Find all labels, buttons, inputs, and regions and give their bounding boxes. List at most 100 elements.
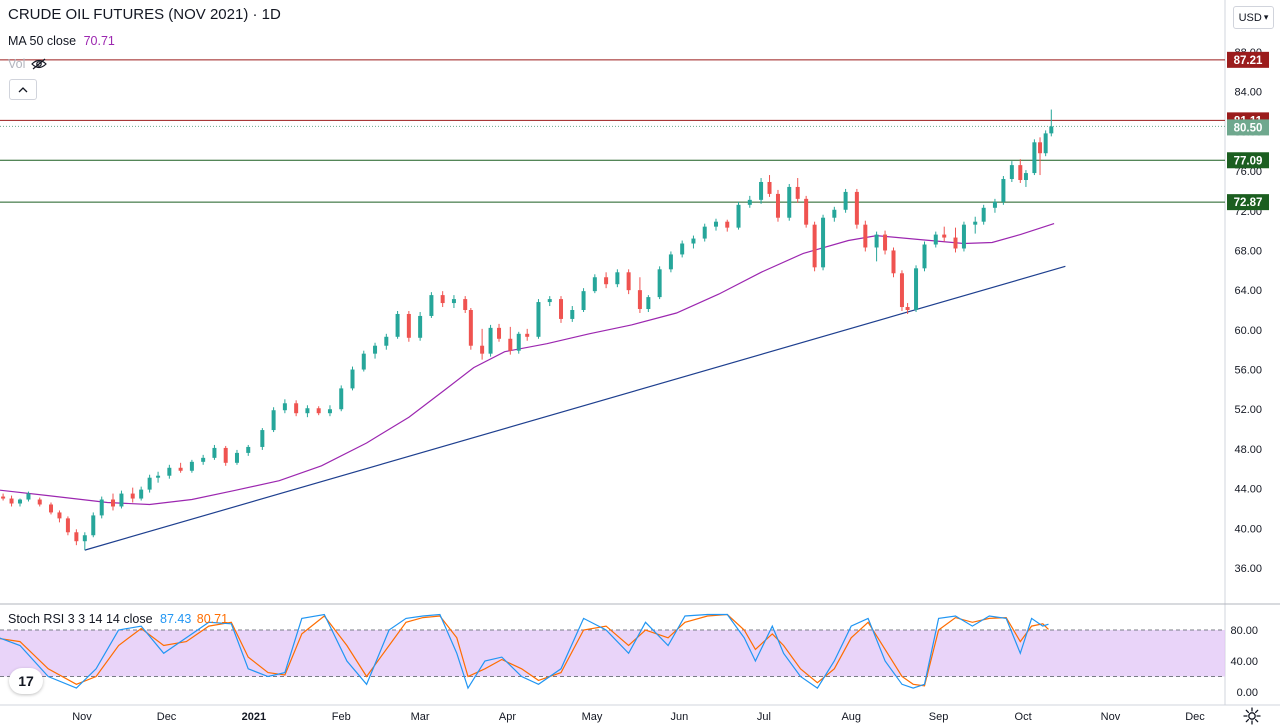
candle <box>65 516 70 536</box>
candle <box>592 274 597 294</box>
candle <box>657 266 662 300</box>
candle-body <box>468 310 473 346</box>
candle-body <box>480 345 485 354</box>
candle <box>759 178 764 204</box>
candle <box>395 310 400 339</box>
settings-gear-button[interactable] <box>1242 706 1262 726</box>
candle <box>99 496 104 519</box>
candle-body <box>953 237 958 249</box>
level-price-tag <box>1227 194 1269 211</box>
candle-body <box>713 221 718 227</box>
candle-body <box>260 430 265 447</box>
candle-body <box>189 461 194 471</box>
candle <box>1001 176 1006 205</box>
tradingview-logo[interactable]: 17 <box>9 668 43 694</box>
ma-legend[interactable]: MA 50 close 70.71 <box>8 34 115 48</box>
candle-body <box>891 250 896 274</box>
time-tick-label: Feb <box>332 711 351 723</box>
candle <box>736 201 741 230</box>
candle <box>747 195 752 208</box>
candle-body <box>725 221 730 228</box>
candle <box>156 471 161 483</box>
candle <box>646 295 651 312</box>
candle <box>973 216 978 234</box>
stoch-rsi-legend[interactable]: Stoch RSI 3 3 14 14 close 87.43 80.71 <box>8 612 228 626</box>
candle <box>795 178 800 203</box>
candle <box>82 532 87 551</box>
ma-legend-value: 70.71 <box>83 34 115 48</box>
last-price-tag <box>1227 119 1269 136</box>
candle <box>418 311 423 341</box>
time-tick-label: Dec <box>157 711 177 723</box>
time-tick-label: Jul <box>757 711 771 723</box>
candle-body <box>747 199 752 205</box>
candle-body <box>981 207 986 222</box>
candle <box>110 493 115 511</box>
candle-body <box>167 467 172 476</box>
candle <box>463 296 468 313</box>
candle-body <box>327 409 332 414</box>
candle <box>339 385 344 412</box>
candle-body <box>418 315 423 338</box>
candle <box>91 512 96 538</box>
candle <box>1018 159 1023 183</box>
candle-body <box>646 297 651 310</box>
price-tick-label: 84.00 <box>1234 87 1262 99</box>
candle <box>189 459 194 473</box>
candle <box>212 444 217 460</box>
symbol-title: CRUDE OIL FUTURES (NOV 2021) · 1D <box>8 6 281 23</box>
collapse-legend-button[interactable] <box>9 79 37 100</box>
currency-dropdown[interactable]: USD ▾ <box>1233 6 1274 29</box>
stoch-rsi-pane <box>0 613 1225 690</box>
candle-body <box>759 181 764 200</box>
candle <box>668 251 673 273</box>
price-tick-label: 48.00 <box>1234 444 1262 456</box>
candle-body <box>1049 126 1054 134</box>
candle <box>147 474 152 493</box>
chevron-down-icon: ▾ <box>1263 12 1269 22</box>
candle <box>361 350 366 372</box>
eye-hidden-icon[interactable] <box>31 58 48 70</box>
candle <box>246 444 251 456</box>
candle-body <box>18 499 23 504</box>
candle-body <box>271 410 276 431</box>
candle <box>581 288 586 312</box>
candle-body <box>497 327 502 339</box>
candle <box>440 291 445 308</box>
candle <box>178 462 183 473</box>
candle-body <box>406 313 411 338</box>
candle-body <box>516 333 521 351</box>
volume-legend[interactable]: Vol <box>8 57 48 71</box>
candle-body <box>1043 133 1048 154</box>
candle <box>725 219 730 232</box>
candle <box>547 296 552 307</box>
candle-body <box>680 243 685 255</box>
candle-body <box>361 353 366 370</box>
candle <box>234 449 239 465</box>
candle-body <box>91 515 96 536</box>
candle-body <box>350 369 355 389</box>
candle <box>480 328 485 360</box>
time-tick-label: Nov <box>1101 711 1121 723</box>
price-tick-label: 40.00 <box>1234 523 1262 535</box>
axes: 36.00 40.00 44.00 48.00 52.00 56.00 60.00 64.00… <box>72 47 1269 723</box>
candle <box>905 303 910 314</box>
candle <box>812 221 817 272</box>
candle-body <box>26 493 31 500</box>
level-price-label: 77.09 <box>1234 155 1263 167</box>
candle-body <box>992 201 997 208</box>
stoch-k-value: 87.43 <box>160 612 192 626</box>
time-tick-label: Apr <box>499 711 516 723</box>
candle-body <box>130 493 135 499</box>
candle <box>497 323 502 342</box>
candle <box>37 497 42 507</box>
candle <box>429 292 434 318</box>
candle-body <box>1023 173 1028 181</box>
candle-body <box>626 272 631 291</box>
time-tick-label: Nov <box>72 711 92 723</box>
candle-body <box>914 268 919 310</box>
candle <box>451 295 456 309</box>
candle <box>384 333 389 350</box>
candle-body <box>1001 179 1006 202</box>
